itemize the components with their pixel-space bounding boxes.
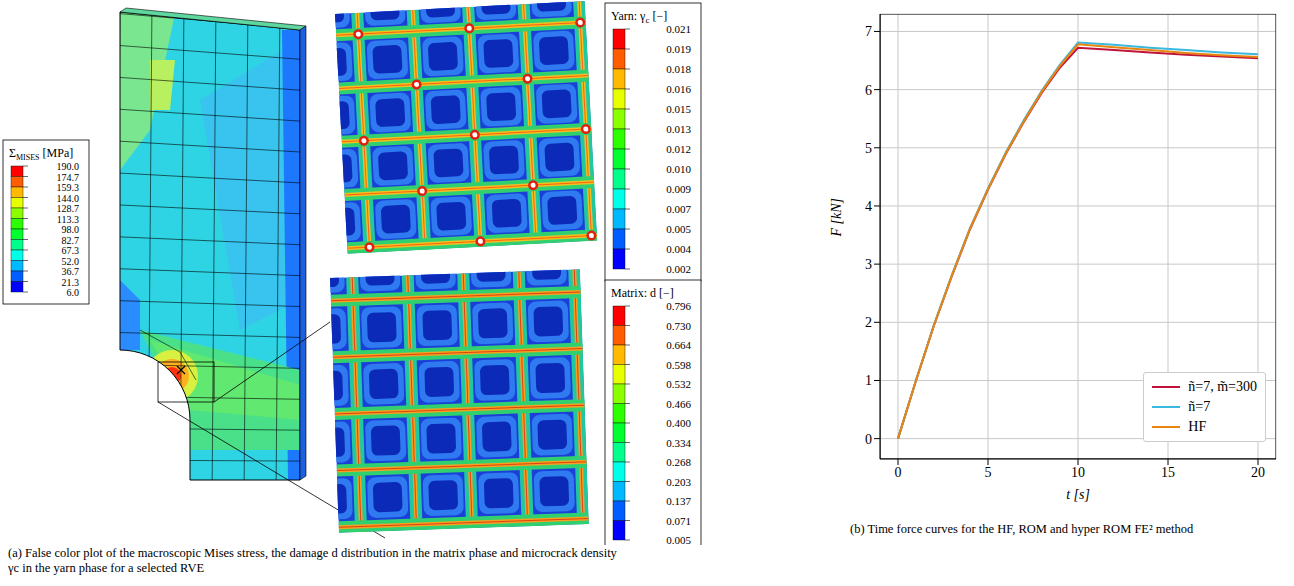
svg-text:3: 3 [865, 257, 872, 272]
svg-text:0.730: 0.730 [666, 320, 691, 332]
svg-text:98.0: 98.0 [62, 224, 80, 235]
svg-text:5: 5 [865, 141, 872, 156]
svg-text:0.071: 0.071 [666, 515, 691, 527]
svg-text:21.3: 21.3 [62, 277, 80, 288]
svg-text:0.400: 0.400 [666, 417, 691, 429]
svg-text:0.009: 0.009 [666, 183, 691, 195]
svg-text:0.010: 0.010 [666, 163, 691, 175]
svg-text:7: 7 [865, 24, 872, 39]
svg-text:15: 15 [1161, 465, 1175, 480]
svg-text:174.7: 174.7 [57, 172, 80, 183]
html-text:ñ=7, m̃=300: ñ=7, m̃=300 [1188, 379, 1257, 394]
svg-text:1: 1 [865, 373, 872, 388]
html-text:(a) False color plot of the ma: (a) False color plot of the macroscopic … [8, 546, 617, 575]
svg-text:Yarn: γc[−]: Yarn: γc[−] [611, 9, 667, 25]
svg-text:6.0: 6.0 [67, 287, 80, 298]
svg-text:Matrix: d[−]: Matrix: d[−] [611, 286, 674, 300]
svg-text:F [kN]: F [kN] [830, 198, 844, 238]
html-text:ñ=7: ñ=7 [1188, 399, 1211, 414]
svg-text:36.7: 36.7 [62, 266, 80, 277]
svg-text:20: 20 [1251, 465, 1265, 480]
svg-text:0.012: 0.012 [666, 143, 691, 155]
svg-text:159.3: 159.3 [57, 182, 80, 193]
svg-text:0.466: 0.466 [666, 398, 691, 410]
svg-text:82.7: 82.7 [62, 235, 80, 246]
svg-text:0.004: 0.004 [666, 243, 691, 255]
svg-text:0.334: 0.334 [666, 437, 691, 449]
svg-text:190.0: 190.0 [57, 161, 80, 172]
svg-text:0.002: 0.002 [666, 263, 691, 275]
svg-text:52.0: 52.0 [62, 256, 80, 267]
svg-text:0.532: 0.532 [666, 378, 691, 390]
svg-text:t [s]: t [s] [1066, 487, 1090, 502]
svg-text:0.203: 0.203 [666, 476, 691, 488]
svg-text:0.796: 0.796 [666, 300, 691, 312]
svg-text:0.007: 0.007 [666, 203, 691, 215]
svg-text:0.018: 0.018 [666, 63, 691, 75]
svg-text:5: 5 [985, 465, 992, 480]
svg-text:128.7: 128.7 [57, 203, 80, 214]
svg-text:0.005: 0.005 [666, 534, 691, 545]
svg-text:0.005: 0.005 [666, 223, 691, 235]
html-text:(b) Time force curves for the: (b) Time force curves for the HF, ROM an… [850, 522, 1194, 536]
svg-text:0.268: 0.268 [666, 456, 691, 468]
svg-text:0.137: 0.137 [666, 495, 691, 507]
svg-text:0.019: 0.019 [666, 43, 691, 55]
svg-text:0.021: 0.021 [666, 23, 691, 35]
svg-text:ΣMises[MPa]: ΣMises[MPa] [9, 146, 73, 162]
svg-text:0.598: 0.598 [666, 359, 691, 371]
svg-text:0: 0 [865, 432, 872, 447]
svg-text:10: 10 [1071, 465, 1085, 480]
html-text:HF: HF [1188, 419, 1207, 434]
svg-text:144.0: 144.0 [57, 193, 80, 204]
svg-text:0.664: 0.664 [666, 339, 691, 351]
svg-text:67.3: 67.3 [62, 245, 80, 256]
svg-text:113.3: 113.3 [57, 214, 79, 225]
svg-text:0.013: 0.013 [666, 123, 691, 135]
svg-text:0.015: 0.015 [666, 103, 691, 115]
svg-text:4: 4 [865, 199, 872, 214]
svg-text:2: 2 [865, 315, 872, 330]
svg-text:0: 0 [895, 465, 902, 480]
svg-text:6: 6 [865, 83, 872, 98]
svg-text:0.016: 0.016 [666, 83, 691, 95]
